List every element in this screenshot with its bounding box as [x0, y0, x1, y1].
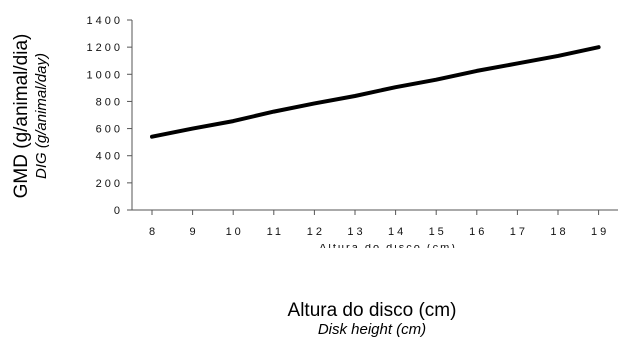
- x-tick-label: 9: [190, 226, 199, 238]
- x-tick-label: 13: [347, 226, 365, 238]
- x-tick-label: 16: [469, 226, 487, 238]
- x-tick-label: 18: [550, 226, 568, 238]
- x-axis-garbled-label: Altura do disco (cm): [319, 242, 457, 254]
- x-tick-label: 14: [388, 226, 406, 238]
- y-tick-label: 1400: [87, 15, 123, 27]
- x-axis-subtitle: Disk height (cm): [318, 321, 426, 338]
- y-tick-label: 600: [96, 124, 123, 136]
- y-tick-label: 400: [96, 151, 123, 163]
- x-tick-label: 11: [267, 226, 284, 238]
- y-ticks-group: 0 200 400 600 800 1000 1200 1400: [87, 15, 132, 217]
- y-tick-label: 1000: [87, 69, 123, 81]
- x-tick-label: 17: [510, 226, 528, 238]
- y-tick-label: 0: [114, 205, 123, 217]
- series-group: [150, 45, 601, 139]
- x-axis-title: Altura do disco (cm): [288, 300, 457, 321]
- x-ticks-group: 8 9 10 11 12 13 14 15 16 17 18 19: [149, 210, 609, 238]
- series-line-0: [150, 45, 601, 139]
- x-garbled-label-group: Altura do disco (cm): [319, 242, 457, 254]
- x-tick-label: 19: [591, 226, 609, 238]
- axes-group: [131, 20, 618, 211]
- y-tick-label: 1200: [87, 42, 123, 54]
- y-tick-label: 800: [96, 96, 123, 108]
- y-axis-title: GMD (g/animal/dia): [11, 34, 32, 199]
- y-axis-subtitle: DIG (g/animal/day): [33, 53, 50, 179]
- x-tick-label: 10: [226, 226, 244, 238]
- x-tick-label: 8: [149, 226, 158, 238]
- x-tick-label: 15: [429, 226, 447, 238]
- y-tick-label: 200: [96, 178, 123, 190]
- x-tick-label: 12: [307, 226, 325, 238]
